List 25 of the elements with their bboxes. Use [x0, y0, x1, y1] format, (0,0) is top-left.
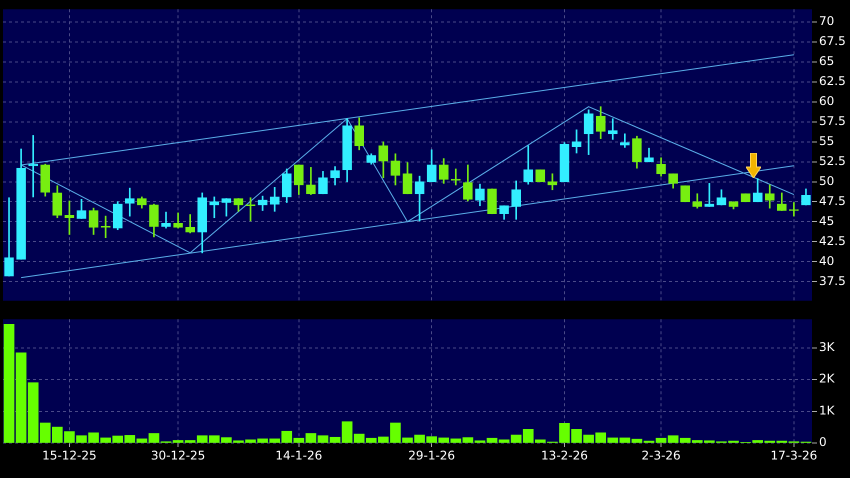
y-tick-label: 55 [819, 134, 834, 148]
y-tick-label: 0 [819, 435, 827, 450]
x-tick-label: 13-2-26 [541, 448, 588, 462]
y-tick-label: 65 [819, 54, 834, 68]
x-tick-label: 14-1-26 [275, 448, 322, 462]
x-tick-label: 29-1-26 [408, 448, 456, 462]
y-tick-label: 57.5 [819, 114, 846, 128]
x-tick-label: 30-12-25 [150, 448, 206, 462]
x-tick-label: 2-3-26 [641, 448, 681, 462]
y-tick-label: 50 [819, 174, 834, 188]
y-tick-label: 45 [819, 214, 834, 228]
y-tick-label: 47.5 [819, 194, 846, 208]
y-tick-label: 70 [819, 14, 834, 28]
y-tick-label: 3K [819, 340, 836, 354]
x-tick-label: 15-12-25 [42, 448, 97, 462]
y-tick-label: 42.5 [819, 234, 846, 248]
y-tick-label: 1K [819, 403, 836, 418]
y-tick-label: 40 [819, 254, 834, 268]
y-tick-label: 37.5 [819, 274, 846, 288]
x-tick-label: 17-3-26 [770, 448, 818, 462]
y-tick-label: 62.5 [819, 74, 846, 88]
y-tick-label: 2K [819, 372, 836, 386]
y-tick-label: 52.5 [819, 154, 846, 168]
y-tick-label: 60 [819, 94, 834, 108]
y-tick-label: 67.5 [819, 34, 846, 48]
